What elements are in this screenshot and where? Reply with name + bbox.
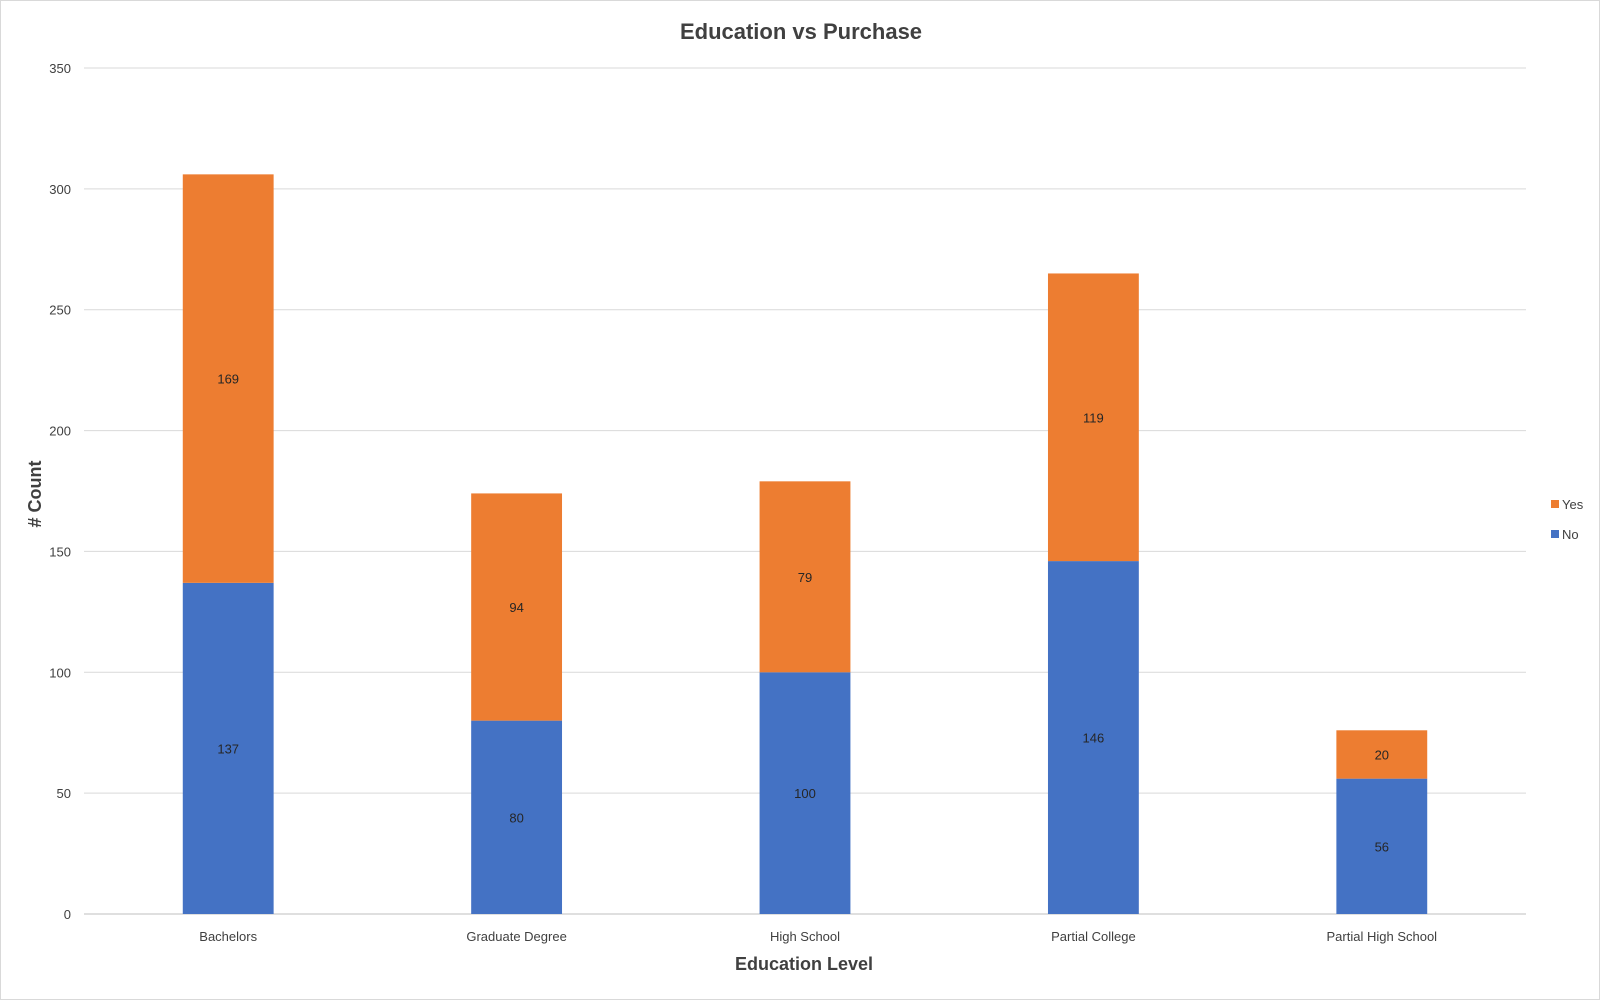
data-label: 56 (1375, 839, 1389, 854)
y-tick-label: 250 (49, 303, 71, 318)
data-label: 146 (1083, 731, 1105, 746)
data-label: 100 (794, 786, 816, 801)
y-tick-labels: 0 50 100 150 200 250 300 350 (49, 61, 71, 922)
y-tick-label: 200 (49, 424, 71, 439)
legend: Yes No (1551, 497, 1584, 542)
x-tick-label: Graduate Degree (466, 929, 566, 944)
chart-title: Education vs Purchase (680, 19, 922, 44)
x-tick-label: Bachelors (199, 929, 257, 944)
y-tick-label: 50 (57, 786, 71, 801)
data-label: 169 (217, 372, 239, 387)
data-labels: 137 169 80 94 100 79 146 119 56 20 (217, 372, 1389, 855)
legend-label-no: No (1562, 527, 1579, 542)
bar-yes (1336, 730, 1428, 779)
data-label: 80 (509, 810, 523, 825)
bar-yes (182, 174, 274, 583)
bar-yes (1047, 273, 1139, 562)
y-axis-title: # Count (25, 461, 45, 528)
legend-swatch-no (1551, 530, 1559, 538)
bar-no (1047, 561, 1139, 914)
legend-label-yes: Yes (1562, 497, 1584, 512)
bar-yes (759, 481, 851, 673)
x-tick-labels: Bachelors Graduate Degree High School Parti… (199, 929, 1437, 944)
bar-no (182, 582, 274, 914)
data-label: 119 (1083, 410, 1104, 425)
x-tick-label: Partial College (1051, 929, 1136, 944)
y-tick-label: 0 (64, 907, 71, 922)
bars (182, 174, 1428, 914)
data-label: 79 (798, 570, 812, 585)
data-label: 137 (217, 741, 239, 756)
x-axis-title: Education Level (735, 954, 873, 974)
x-tick-label: High School (770, 929, 840, 944)
y-tick-label: 350 (49, 61, 71, 76)
bar-yes (471, 493, 563, 721)
bar-no (759, 672, 851, 914)
y-tick-label: 150 (49, 544, 71, 559)
data-label: 20 (1375, 747, 1389, 762)
bar-no (471, 720, 563, 914)
x-tick-label: Partial High School (1327, 929, 1438, 944)
y-tick-label: 300 (49, 182, 71, 197)
bar-no (1336, 778, 1428, 914)
data-label: 94 (509, 600, 523, 615)
legend-swatch-yes (1551, 500, 1559, 508)
y-tick-label: 100 (49, 665, 71, 680)
